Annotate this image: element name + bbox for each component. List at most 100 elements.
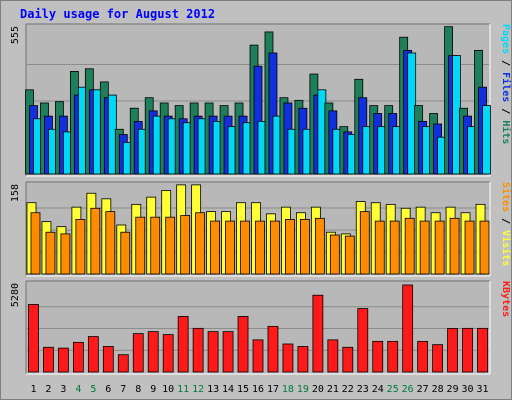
day-label: 23 bbox=[357, 384, 369, 395]
day-label: 6 bbox=[105, 384, 111, 395]
day-label: 18 bbox=[282, 384, 294, 395]
day-label: 29 bbox=[447, 384, 459, 395]
bar-visits-sites-day-26 bbox=[404, 217, 415, 275]
day-label: 4 bbox=[75, 384, 81, 395]
day-label: 13 bbox=[207, 384, 219, 395]
day-label: 2 bbox=[45, 384, 51, 395]
bar-kbytes-kbytes-day-20 bbox=[312, 294, 324, 373]
day-label: 11 bbox=[177, 384, 189, 395]
bar-visits-sites-day-12 bbox=[195, 212, 206, 275]
bar-visits-sites-day-15 bbox=[240, 220, 250, 275]
bar-kbytes-kbytes-day-1 bbox=[28, 304, 39, 373]
bar-visits-sites-day-2 bbox=[45, 231, 56, 275]
legend-kbytes: KBytes bbox=[500, 281, 511, 317]
legend-entry: Visits bbox=[500, 230, 512, 266]
bar-visits-sites-day-19 bbox=[300, 219, 310, 275]
bar-visits-sites-day-27 bbox=[419, 220, 430, 275]
bar-visits-sites-day-30 bbox=[464, 220, 475, 275]
day-label: 20 bbox=[312, 384, 324, 395]
bar-kbytes-kbytes-day-30 bbox=[462, 327, 473, 373]
legend-entry: / bbox=[500, 102, 511, 120]
bar-visits-sites-day-1 bbox=[30, 212, 41, 275]
bar-visits-sites-day-22 bbox=[344, 235, 355, 275]
bar-visits-sites-day-10 bbox=[165, 216, 176, 275]
legend-visits: Sites / Visits bbox=[500, 182, 512, 266]
ymax-label-hits: 555 bbox=[10, 26, 21, 44]
legend-entry: / bbox=[500, 54, 511, 72]
bar-visits-sites-day-7 bbox=[120, 231, 131, 275]
bar-visits-sites-day-24 bbox=[374, 220, 385, 275]
day-label: 14 bbox=[222, 384, 234, 395]
bar-kbytes-kbytes-day-22 bbox=[342, 346, 354, 373]
bar-kbytes-kbytes-day-21 bbox=[327, 339, 339, 373]
bar-kbytes-kbytes-day-26 bbox=[402, 284, 414, 373]
bar-kbytes-kbytes-day-17 bbox=[267, 325, 279, 373]
bar-kbytes-kbytes-day-10 bbox=[162, 334, 174, 373]
day-label: 22 bbox=[342, 384, 354, 395]
bar-visits-sites-day-28 bbox=[434, 220, 445, 275]
bar-kbytes-kbytes-day-11 bbox=[177, 316, 189, 373]
bar-visits-sites-day-11 bbox=[180, 215, 191, 275]
day-label: 27 bbox=[417, 384, 429, 395]
legend-entry: Pages bbox=[500, 24, 511, 54]
bar-kbytes-kbytes-day-27 bbox=[417, 340, 429, 373]
day-label: 10 bbox=[162, 384, 174, 395]
bar-visits-sites-day-9 bbox=[150, 216, 161, 275]
bar-kbytes-kbytes-day-14 bbox=[222, 331, 234, 373]
bar-visits-sites-day-23 bbox=[359, 211, 370, 275]
bar-kbytes-kbytes-day-28 bbox=[432, 344, 444, 373]
bar-kbytes-kbytes-day-3 bbox=[58, 347, 69, 373]
day-label: 5 bbox=[90, 384, 96, 395]
bar-kbytes-kbytes-day-7 bbox=[117, 354, 129, 373]
bar-kbytes-kbytes-day-4 bbox=[72, 341, 84, 373]
bar-visits-sites-day-17 bbox=[270, 220, 280, 275]
legend-hits: Pages / Files / Hits bbox=[500, 24, 512, 144]
bar-visits-sites-day-20 bbox=[314, 217, 325, 275]
bar-kbytes-kbytes-day-23 bbox=[357, 308, 369, 373]
day-label: 17 bbox=[267, 384, 279, 395]
day-label: 30 bbox=[462, 384, 474, 395]
bar-visits-sites-day-8 bbox=[135, 216, 146, 275]
bar-visits-sites-day-14 bbox=[225, 220, 235, 275]
bar-kbytes-kbytes-day-2 bbox=[43, 346, 54, 373]
bar-visits-sites-day-18 bbox=[285, 219, 295, 275]
legend-entry: Files bbox=[500, 72, 512, 102]
bar-visits-sites-day-5 bbox=[90, 207, 101, 275]
bar-kbytes-kbytes-day-6 bbox=[102, 346, 114, 373]
panel-kbytes: 5280 KBytes bbox=[10, 280, 511, 375]
day-label: 12 bbox=[192, 384, 204, 395]
day-label: 26 bbox=[402, 384, 414, 395]
ymax-label-visits: 158 bbox=[10, 184, 21, 202]
day-label: 28 bbox=[432, 384, 444, 395]
bar-visits-sites-day-4 bbox=[75, 219, 86, 275]
day-labels-group: 1 2 3 4 5 6 7 8 9 10 11 12 13 14 15 16 17 18 19 20 21 22 23 24 2… bbox=[30, 384, 488, 395]
day-label: 7 bbox=[120, 384, 126, 395]
legend-entry: Hits bbox=[500, 120, 512, 144]
day-label: 21 bbox=[327, 384, 339, 395]
bar-visits-sites-day-29 bbox=[449, 217, 460, 275]
bar-kbytes-kbytes-day-19 bbox=[297, 346, 309, 373]
bar-kbytes-kbytes-day-31 bbox=[477, 327, 488, 373]
bar-kbytes-kbytes-day-16 bbox=[252, 339, 264, 373]
panel-visits: 158 Sites / Visits bbox=[10, 181, 512, 277]
day-label: 25 bbox=[387, 384, 399, 395]
legend-entry: Sites bbox=[500, 182, 512, 212]
day-label: 31 bbox=[476, 384, 488, 395]
panels-group: 555 Pages / Files / Hits 158 Sites / Visits… bbox=[10, 23, 512, 375]
day-label: 24 bbox=[372, 384, 384, 395]
day-label: 16 bbox=[252, 384, 264, 395]
chart-title: Daily usage for August 2012 bbox=[20, 7, 215, 21]
bar-kbytes-kbytes-day-18 bbox=[282, 343, 294, 373]
bar-visits-sites-day-21 bbox=[329, 234, 340, 275]
bar-visits-sites-day-31 bbox=[479, 220, 490, 275]
legend-entry: / bbox=[500, 212, 511, 230]
day-label: 15 bbox=[237, 384, 249, 395]
day-label: 19 bbox=[297, 384, 309, 395]
bar-kbytes-kbytes-day-12 bbox=[192, 327, 204, 373]
bar-kbytes-kbytes-day-13 bbox=[207, 331, 219, 373]
bar-kbytes-kbytes-day-24 bbox=[372, 340, 384, 373]
day-label: 3 bbox=[60, 384, 66, 395]
bar-kbytes-kbytes-day-25 bbox=[387, 340, 399, 373]
bar-kbytes-kbytes-day-5 bbox=[87, 336, 99, 373]
